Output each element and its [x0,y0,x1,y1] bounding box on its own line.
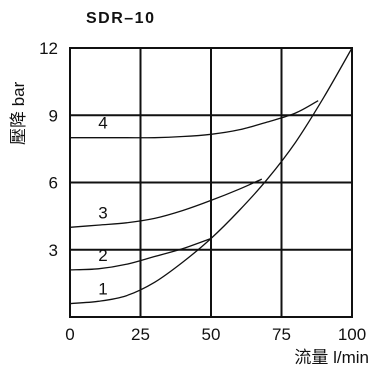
x-tick-label: 0 [65,325,74,344]
y-tick-label: 3 [49,241,58,260]
x-tick-label: 75 [272,325,291,344]
y-tick-label: 6 [49,174,58,193]
series-2-line [69,237,212,271]
series-1-label: 1 [98,280,107,299]
x-tick-label: 50 [202,325,221,344]
x-tick-label: 100 [338,325,366,344]
series-4-label: 4 [98,114,107,133]
series-3-label: 3 [98,203,107,222]
chart-title: SDR–10 [86,10,156,27]
series-2-label: 2 [98,246,107,265]
x-axis-label: 流量 l/min [294,348,369,367]
series-3-line [69,178,263,228]
x-tick-label: 25 [131,325,150,344]
y-tick-label: 9 [49,106,58,125]
series-4-line [70,100,319,139]
y-tick-label: 12 [39,39,58,58]
